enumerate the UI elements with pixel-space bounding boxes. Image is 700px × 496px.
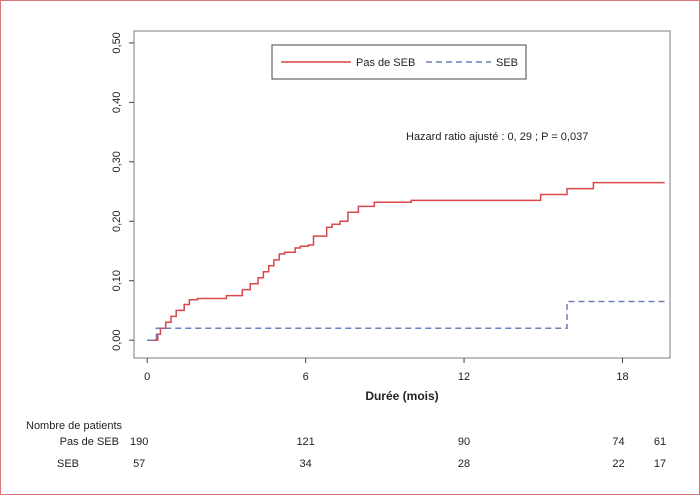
risk-table-title: Nombre de patients: [26, 420, 122, 432]
risk-value: 61: [654, 436, 666, 448]
y-tick-label: 0,00: [111, 329, 123, 350]
risk-value: 28: [458, 458, 470, 470]
risk-value: 90: [458, 436, 470, 448]
x-axis: 0 6 12 18: [144, 358, 629, 383]
hazard-ratio-annotation: Hazard ratio ajusté : 0, 29 ; P = 0,037: [406, 131, 588, 143]
legend-label-seb: SEB: [496, 57, 518, 69]
risk-values: 190 121 90 74 61 57 34 28 22 17: [130, 436, 666, 470]
risk-value: 121: [296, 436, 314, 448]
y-axis: 0,00 0,10 0,20 0,30 0,40 0,50: [111, 32, 134, 351]
risk-value: 34: [300, 458, 312, 470]
x-tick-label: 18: [616, 371, 628, 383]
risk-value: 17: [654, 458, 666, 470]
y-tick-label: 0,50: [111, 32, 123, 53]
y-tick-label: 0,30: [111, 151, 123, 172]
risk-row-label-seb: SEB: [57, 458, 79, 470]
legend-box: [271, 44, 527, 80]
legend-label-pas-de-seb: Pas de SEB: [356, 57, 415, 69]
x-tick-label: 12: [458, 371, 470, 383]
y-tick-label: 0,10: [111, 270, 123, 291]
y-tick-label: 0,20: [111, 211, 123, 232]
series-line-seb: [147, 300, 665, 341]
x-axis-title: Durée (mois): [365, 389, 438, 403]
y-tick-label: 0,40: [111, 92, 123, 113]
risk-value: 22: [612, 458, 624, 470]
series-line-pas-de-seb: [147, 181, 665, 341]
x-tick-label: 6: [303, 371, 309, 383]
risk-value: 57: [133, 458, 145, 470]
legend: Pas de SEB SEB: [271, 44, 527, 80]
x-tick-label: 0: [144, 371, 150, 383]
risk-row-label-pas-de-seb: Pas de SEB: [60, 436, 119, 448]
risk-value: 74: [612, 436, 624, 448]
plot-area-border: [133, 30, 671, 359]
risk-value: 190: [130, 436, 148, 448]
series-layer: [147, 181, 665, 341]
risk-table: Nombre de patients Pas de SEB SEB 190 121…: [26, 420, 666, 470]
